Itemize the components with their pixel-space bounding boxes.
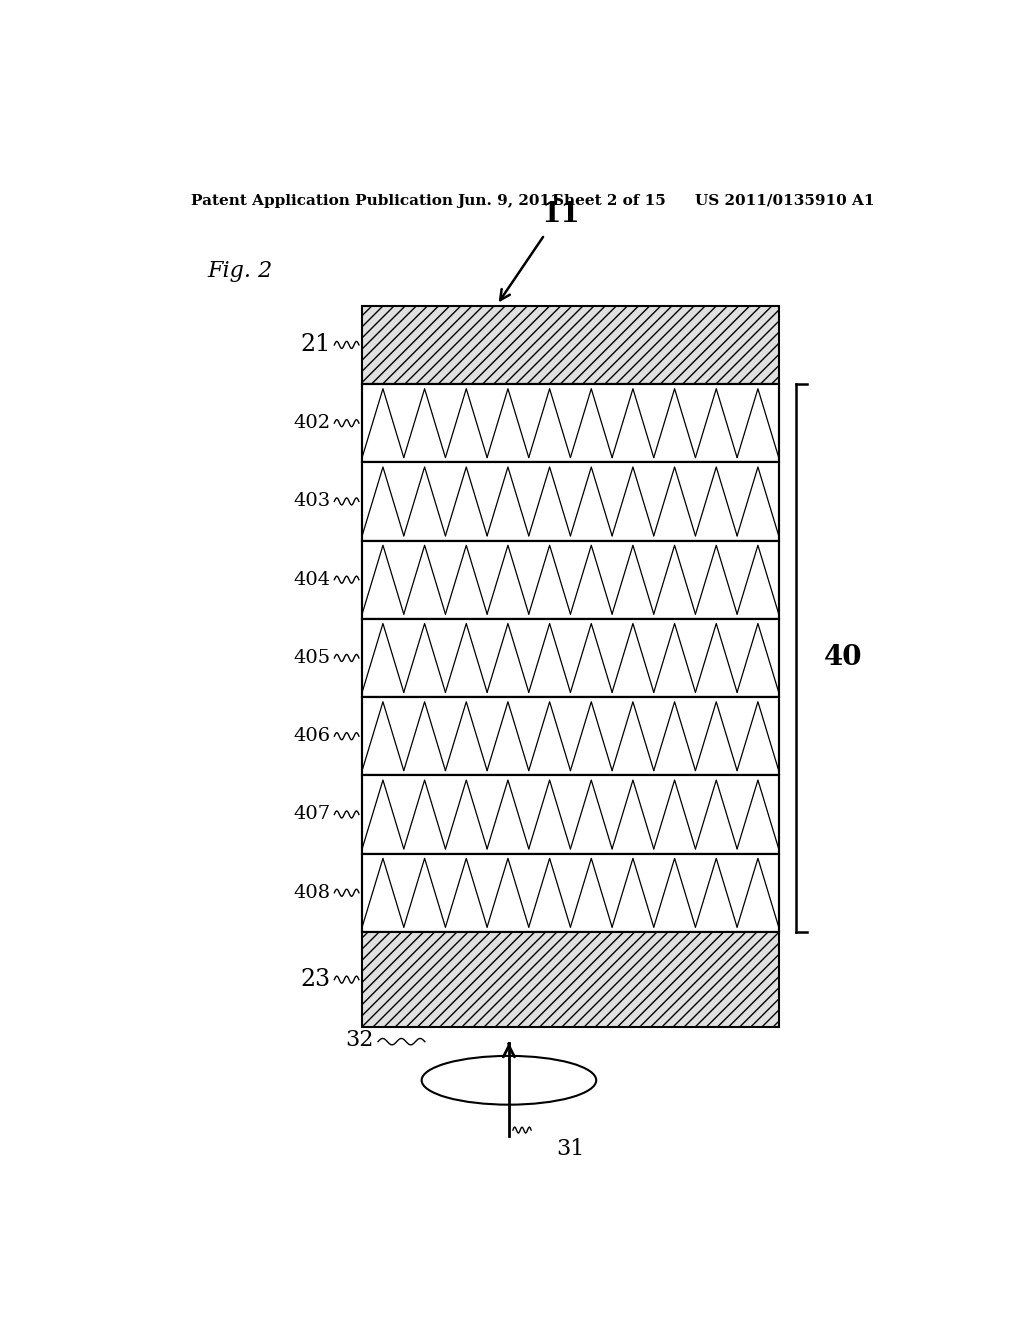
Text: 405: 405 bbox=[293, 649, 331, 667]
Text: 402: 402 bbox=[293, 414, 331, 432]
Text: Patent Application Publication: Patent Application Publication bbox=[191, 194, 454, 209]
Bar bbox=[362, 697, 778, 775]
Bar bbox=[362, 775, 778, 854]
Bar bbox=[362, 462, 778, 541]
Bar bbox=[362, 541, 778, 619]
Bar bbox=[362, 775, 778, 854]
Text: 31: 31 bbox=[557, 1138, 585, 1160]
Bar bbox=[362, 854, 778, 932]
Text: 407: 407 bbox=[293, 805, 331, 824]
Text: 403: 403 bbox=[293, 492, 331, 511]
Text: Sheet 2 of 15: Sheet 2 of 15 bbox=[553, 194, 666, 209]
Bar bbox=[362, 854, 778, 932]
Text: 404: 404 bbox=[293, 570, 331, 589]
Text: US 2011/0135910 A1: US 2011/0135910 A1 bbox=[695, 194, 874, 209]
Text: 11: 11 bbox=[541, 201, 580, 227]
Bar bbox=[362, 619, 778, 697]
Bar bbox=[362, 932, 778, 1027]
Text: 23: 23 bbox=[300, 968, 331, 991]
Bar bbox=[362, 306, 778, 384]
Bar bbox=[362, 619, 778, 697]
Bar bbox=[362, 462, 778, 541]
Text: 40: 40 bbox=[824, 644, 862, 672]
Bar bbox=[362, 384, 778, 462]
Bar bbox=[362, 697, 778, 775]
Text: Fig. 2: Fig. 2 bbox=[207, 260, 272, 282]
Text: 406: 406 bbox=[293, 727, 331, 746]
Text: 21: 21 bbox=[300, 334, 331, 356]
Bar bbox=[362, 541, 778, 619]
Text: 32: 32 bbox=[346, 1028, 374, 1051]
Text: 408: 408 bbox=[293, 884, 331, 902]
Text: Jun. 9, 2011: Jun. 9, 2011 bbox=[458, 194, 561, 209]
Bar bbox=[362, 384, 778, 462]
Ellipse shape bbox=[422, 1056, 596, 1105]
